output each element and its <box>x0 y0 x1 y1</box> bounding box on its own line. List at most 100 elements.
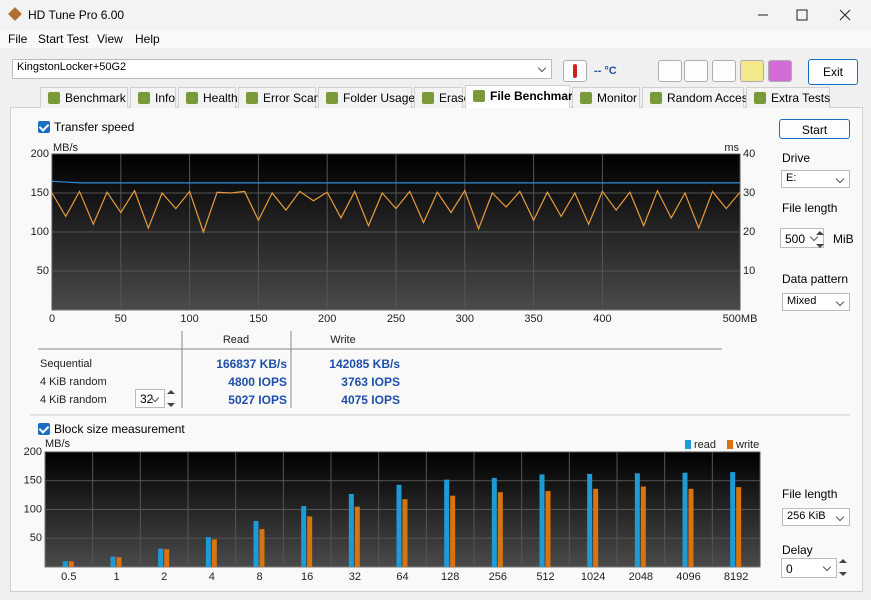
drive-select[interactable]: KingstonLocker+50G2 <box>12 59 552 79</box>
bar <box>301 506 307 567</box>
y-tick-label: 50 <box>30 532 42 544</box>
tab[interactable]: Info <box>130 87 176 108</box>
write-result: 3763 IOPS <box>341 375 400 389</box>
start-button[interactable]: Start <box>779 119 850 139</box>
tab[interactable]: Monitor <box>572 87 640 108</box>
temperature-button[interactable] <box>563 60 587 82</box>
label: File length <box>782 487 838 501</box>
y-tick-label: 50 <box>37 265 49 277</box>
tab[interactable]: Health <box>178 87 238 108</box>
bar <box>539 474 545 567</box>
bar <box>164 549 170 567</box>
checkbox-label: Transfer speed <box>54 120 135 134</box>
block-length-combo[interactable]: 256 KiB <box>782 508 850 526</box>
label: Data pattern <box>782 272 849 286</box>
x-tick-label: 2048 <box>629 571 653 583</box>
tool-button[interactable] <box>712 60 736 82</box>
queue-depth-input[interactable]: 32 <box>135 389 165 408</box>
row-label: 4 KiB random <box>40 394 107 406</box>
x-tick-label: 200 <box>318 313 336 325</box>
y-tick-label: 100 <box>24 503 42 515</box>
x-tick-label: 250 <box>387 313 405 325</box>
bar <box>587 473 593 567</box>
row-label: Sequential <box>40 358 92 370</box>
tab[interactable]: Erase <box>414 87 470 108</box>
tab[interactable]: Error Scan <box>238 87 320 108</box>
x-tick-label: 8192 <box>724 571 748 583</box>
checkbox[interactable] <box>38 121 50 133</box>
tab[interactable]: Folder Usage <box>318 87 415 108</box>
bar <box>259 529 265 567</box>
bar <box>211 539 217 567</box>
bar <box>730 472 736 567</box>
column-header: Write <box>330 334 355 346</box>
label: Delay <box>782 543 813 557</box>
tab[interactable]: Extra Tests <box>746 87 830 108</box>
bar <box>307 516 313 567</box>
y-tick-label: 150 <box>31 187 49 199</box>
bar <box>736 487 742 567</box>
bar <box>205 537 211 567</box>
menu-item[interactable]: Start Test <box>38 32 89 46</box>
x-tick-label: 350 <box>524 313 542 325</box>
file-length-input[interactable]: 500 <box>780 228 824 248</box>
label: Drive <box>782 151 811 165</box>
bar <box>593 488 599 567</box>
x-tick-label: 0.5 <box>61 571 76 583</box>
tool-button[interactable] <box>740 60 764 82</box>
legend-swatch <box>685 440 691 449</box>
x-tick-label: 64 <box>396 571 408 583</box>
bar <box>116 557 122 567</box>
x-tick-label: 32 <box>349 571 361 583</box>
tool-button[interactable] <box>768 60 792 82</box>
y-tick-label: 200 <box>31 148 49 160</box>
tab[interactable]: Benchmark <box>40 87 128 108</box>
tab[interactable]: File Benchmark <box>465 85 579 108</box>
delay-input[interactable]: 0 <box>781 558 837 578</box>
pattern-combo[interactable]: Mixed <box>782 293 850 311</box>
menu-bar: File Start Test View Help <box>0 30 871 48</box>
column-header: Read <box>223 334 249 346</box>
bar <box>682 472 688 567</box>
x-tick-label: 4096 <box>676 571 700 583</box>
y2-axis-label: ms <box>724 142 739 154</box>
window-controls[interactable] <box>750 5 865 25</box>
label: File length <box>782 201 838 215</box>
bar <box>68 561 74 567</box>
y2-tick-label: 40 <box>743 148 755 160</box>
checkbox[interactable] <box>38 423 50 435</box>
tab[interactable]: Random Access <box>642 87 754 108</box>
x-tick-label: 512 <box>536 571 554 583</box>
x-tick-label: 300 <box>456 313 474 325</box>
bar <box>634 473 640 567</box>
x-tick-label: 8 <box>256 571 262 583</box>
x-tick-label: 50 <box>115 313 127 325</box>
write-result: 142085 KB/s <box>329 357 400 371</box>
unit: MiB <box>833 232 854 246</box>
bar <box>444 479 450 567</box>
menu-item[interactable]: View <box>97 32 123 46</box>
checkbox-label: Block size measurement <box>54 422 185 436</box>
read-result: 166837 KB/s <box>216 357 287 371</box>
y-tick-label: 150 <box>24 475 42 487</box>
drive-combo[interactable]: E: <box>781 170 850 188</box>
temperature: -- °C <box>594 65 617 77</box>
x-tick-label: 128 <box>441 571 459 583</box>
y2-tick-label: 20 <box>743 226 755 238</box>
x-tick-label: 0 <box>49 313 55 325</box>
y-axis-label: MB/s <box>45 438 71 450</box>
legend-label: write <box>735 439 759 451</box>
tool-button[interactable] <box>658 60 682 82</box>
x-tick-label: 2 <box>161 571 167 583</box>
y2-tick-label: 30 <box>743 187 755 199</box>
tool-button[interactable] <box>684 60 708 82</box>
menu-item[interactable]: Help <box>135 32 160 46</box>
title-bar <box>0 0 871 30</box>
menu-item[interactable]: File <box>8 32 28 46</box>
write-result: 4075 IOPS <box>341 393 400 407</box>
bar <box>354 506 360 567</box>
bar <box>491 477 497 567</box>
bar <box>450 495 456 567</box>
exit-button[interactable]: Exit <box>808 59 858 85</box>
